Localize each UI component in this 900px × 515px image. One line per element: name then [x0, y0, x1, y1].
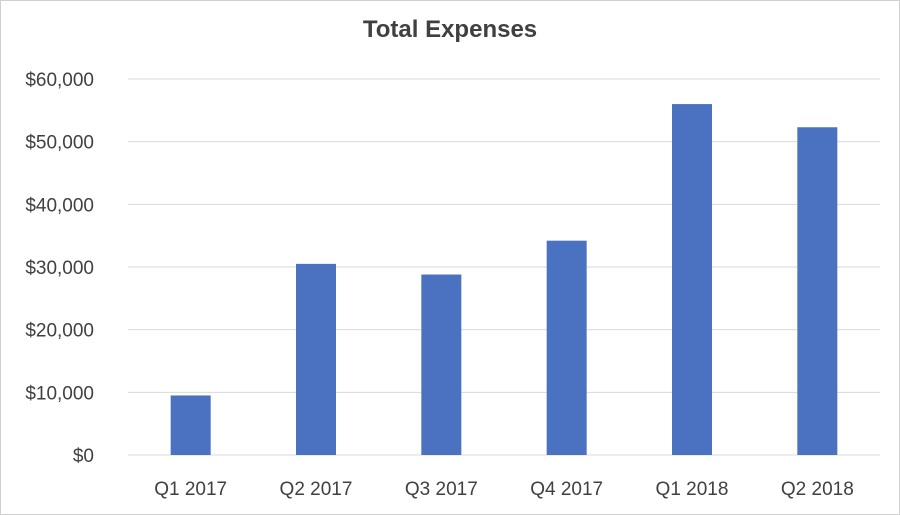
- x-tick-label: Q2 2018: [781, 479, 854, 500]
- y-tick-label: $0: [73, 446, 94, 467]
- bar: [421, 274, 462, 455]
- bar: [797, 127, 838, 456]
- bars: [170, 104, 838, 456]
- x-tick-label: Q3 2017: [405, 479, 478, 500]
- y-tick-label: $20,000: [25, 321, 94, 342]
- y-tick-label: $60,000: [25, 70, 94, 91]
- x-tick-label: Q4 2017: [530, 479, 603, 500]
- y-tick-label: $40,000: [25, 195, 94, 216]
- y-tick-label: $10,000: [25, 383, 94, 404]
- bar: [546, 240, 587, 455]
- bar: [672, 104, 712, 456]
- x-tick-label: Q1 2018: [656, 479, 729, 500]
- chart-title: Total Expenses: [362, 16, 538, 43]
- gridlines: [128, 78, 880, 456]
- x-tick-label: Q2 2017: [280, 479, 353, 500]
- bar: [170, 395, 211, 455]
- x-tick-label: Q1 2017: [154, 479, 227, 500]
- y-axis-tick-labels: $0 $10,000 $20,000 $30,000 $40,000 $50,000 $60…: [25, 70, 94, 467]
- bar: [296, 263, 336, 455]
- x-axis-tick-labels: Q1 2017 Q2 2017 Q3 2017 Q4 2017 Q1 2018 Q2 20…: [154, 479, 854, 500]
- y-tick-label: $30,000: [25, 258, 94, 279]
- y-tick-label: $50,000: [25, 133, 94, 154]
